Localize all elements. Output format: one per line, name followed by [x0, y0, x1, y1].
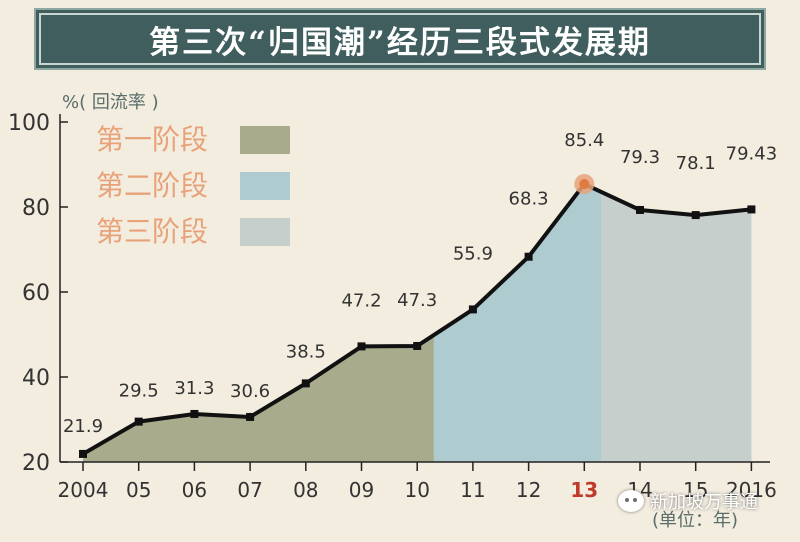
highlight-point-core: [579, 179, 590, 190]
data-label: 79.3: [620, 147, 660, 168]
data-point: [301, 379, 310, 388]
x-tick-label: 06: [182, 478, 207, 502]
data-label: 78.1: [676, 153, 716, 174]
data-point: [468, 305, 477, 314]
x-tick-label: 2016: [726, 478, 777, 502]
stage-area-2: [433, 184, 602, 463]
x-tick-label: 15: [683, 478, 708, 502]
legend-label: 第二阶段: [96, 169, 208, 202]
data-label: 31.3: [174, 378, 214, 399]
legend-swatch: [240, 172, 290, 200]
data-label: 47.3: [397, 290, 437, 311]
x-tick-label: 05: [126, 478, 151, 502]
data-label: 30.6: [230, 381, 270, 402]
data-point: [691, 211, 700, 220]
data-label: 85.4: [564, 130, 604, 151]
legend-swatch: [240, 218, 290, 246]
data-label: 38.5: [286, 341, 326, 362]
x-tick-label: 08: [293, 478, 318, 502]
data-point: [134, 417, 143, 426]
data-point: [357, 342, 366, 351]
x-tick-label: 09: [349, 478, 374, 502]
title-banner: 第三次“归国潮”经历三段式发展期: [34, 8, 766, 70]
data-label: 21.9: [63, 416, 103, 437]
legend-label: 第三阶段: [96, 215, 208, 248]
data-label: 68.3: [509, 189, 549, 210]
data-point: [747, 205, 756, 214]
data-label: 47.2: [341, 290, 381, 311]
data-label: 29.5: [119, 381, 159, 402]
y-tick-label: 100: [8, 111, 50, 136]
x-tick-label: 2004: [58, 478, 109, 502]
wechat-icon: [618, 490, 644, 512]
x-tick-label: 07: [237, 478, 262, 502]
data-labels: 21.9 29.5 31.3 30.6 38.5 47.2 47.3 55.9 68.3 85.4…: [63, 130, 777, 437]
x-tick-label: 13: [570, 478, 598, 502]
data-point: [79, 449, 87, 458]
data-point: [524, 252, 533, 261]
data-label: 55.9: [453, 243, 493, 264]
data-point: [413, 341, 422, 350]
y-tick-label: 20: [22, 451, 50, 476]
y-axis-label: %( 回流率 ): [62, 92, 159, 113]
y-tick-label: 60: [22, 281, 50, 306]
x-tick-label: 11: [460, 478, 485, 502]
watermark: 新加坡万事通: [618, 488, 758, 514]
x-tick-label: 10: [404, 478, 429, 502]
chart-title: 第三次“归国潮”经历三段式发展期: [149, 24, 651, 61]
watermark-text: 新加坡万事通: [650, 492, 758, 513]
series-line: [79, 174, 756, 458]
stage-areas: [83, 184, 752, 463]
stage-area-1: [83, 335, 434, 462]
y-tick-label: 80: [22, 196, 50, 221]
x-tick-label: 12: [516, 478, 541, 502]
legend-label: 第一阶段: [96, 123, 208, 156]
data-point: [190, 409, 199, 418]
data-label: 79.43: [726, 143, 778, 164]
data-point: [636, 205, 644, 214]
stage-area-3: [601, 191, 752, 462]
y-tick-label: 40: [22, 366, 50, 391]
legend-swatch: [240, 126, 290, 154]
unit-note: (单位：年): [652, 510, 738, 531]
data-point: [246, 412, 255, 421]
